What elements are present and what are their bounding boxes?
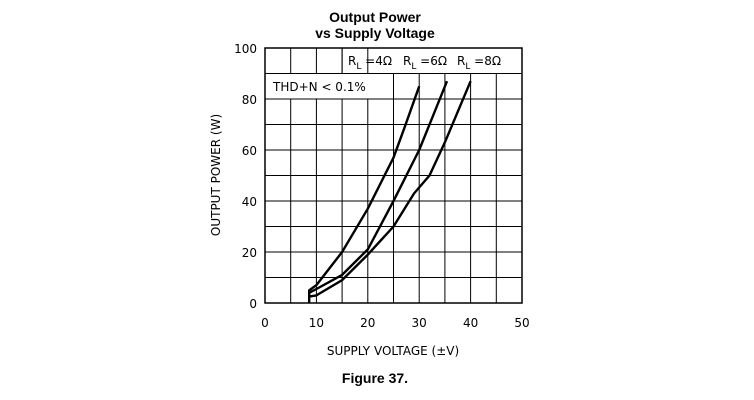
annotation-bg [268,75,388,95]
x-tick-label: 30 [412,316,427,330]
legend-entry: RL =8Ω [457,54,501,72]
chart-subtitle: vs Supply Voltage [315,25,435,41]
y-tick-label: 0 [249,297,257,311]
curve-8-ohm [309,80,472,298]
ticks: 0 10 20 30 40 50 0 20 40 60 80 100 [234,42,530,330]
x-tick-label: 10 [309,316,324,330]
x-tick-label: 40 [463,316,478,330]
y-axis-label: OUTPUT POWER (W) [209,114,223,236]
x-tick-label: 20 [360,316,375,330]
legend-entry: RL =6Ω [403,54,447,72]
legend: RL =4Ω RL =6Ω RL =8Ω [348,54,501,72]
curve-6-ohm [308,80,449,294]
legend-entry: RL =4Ω [348,54,392,72]
x-axis-label: SUPPLY VOLTAGE (±V) [327,344,459,358]
x-tick-label: 0 [261,316,269,330]
figure-caption: Figure 37. [342,370,408,386]
grid [264,47,523,304]
curves [308,80,472,303]
curve-4-ohm [308,85,421,303]
y-tick-label: 60 [242,144,257,158]
y-tick-label: 20 [242,246,257,260]
y-tick-label: 100 [234,42,257,56]
x-tick-label: 50 [514,316,529,330]
chart-title: Output Power [329,9,421,25]
y-tick-label: 40 [242,195,257,209]
annotation-thd: THD+N < 0.1% [272,80,366,94]
y-tick-label: 80 [242,93,257,107]
